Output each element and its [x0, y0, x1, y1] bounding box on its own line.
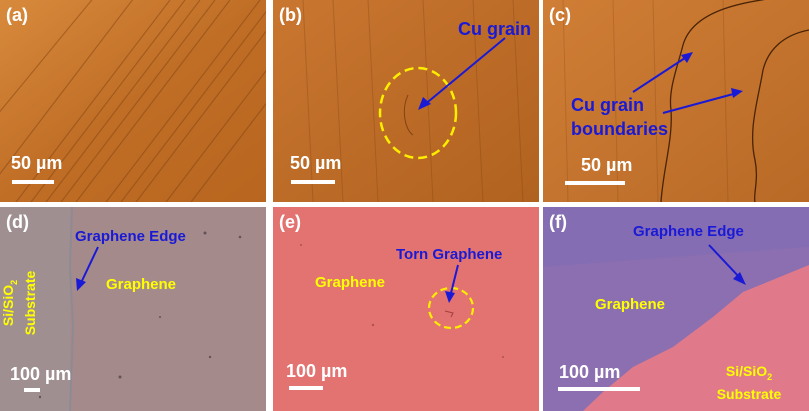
- graphene-edge-label: Graphene Edge: [633, 223, 744, 240]
- panel-label: (f): [549, 212, 567, 232]
- panel-c: (c) Cu grain boundaries 50 µm: [543, 0, 809, 202]
- scale-bar-text: 100 µm: [559, 362, 621, 382]
- scale-bar: [565, 181, 625, 185]
- substrate-text: Substrate: [716, 385, 782, 402]
- substrate-subscript: 2: [767, 371, 773, 382]
- panel-label: (d): [6, 212, 29, 232]
- substrate-text: Substrate: [21, 270, 38, 336]
- graphene-sio2-image: [0, 207, 266, 411]
- scale-bar: [558, 387, 640, 391]
- copper-foil-image: [0, 0, 266, 202]
- scale-bar-text: 100 µm: [10, 364, 72, 384]
- panel-label: (e): [279, 212, 301, 232]
- scale-bar: [289, 386, 323, 390]
- graphene-sio2-image: [543, 207, 809, 411]
- grain-boundaries-label-line2: boundaries: [571, 119, 669, 139]
- torn-graphene-label: Torn Graphene: [396, 246, 503, 263]
- copper-foil-image: [273, 0, 539, 202]
- scale-bar: [24, 388, 40, 392]
- substrate-label: Si/SiO2 Substrate: [709, 363, 789, 403]
- substrate-subscript: 2: [8, 279, 19, 285]
- copper-foil-image: [543, 0, 809, 202]
- panel-label: (b): [279, 5, 302, 25]
- scale-bar-text: 50 µm: [11, 153, 63, 173]
- panel-b: (b) Cu grain 50 µm: [273, 0, 539, 202]
- scale-bar: [291, 180, 335, 184]
- panel-label: (a): [6, 5, 28, 25]
- panel-label: (c): [549, 5, 571, 25]
- panel-a: (a) 50 µm: [0, 0, 266, 202]
- substrate-formula: Si/SiO: [0, 284, 16, 327]
- scale-bar-text: 50 µm: [581, 155, 633, 175]
- scale-bar: [12, 180, 54, 184]
- graphene-label: Graphene: [595, 296, 666, 313]
- scale-bar-text: 50 µm: [290, 153, 342, 173]
- graphene-sio2-image: [273, 207, 539, 411]
- graphene-label: Graphene: [106, 276, 177, 293]
- substrate-label: Si/SiO2 Substrate: [0, 263, 38, 343]
- substrate-formula: Si/SiO: [725, 363, 768, 379]
- panel-d: (d) Graphene Edge Graphene Si/SiO2 Subst…: [0, 207, 266, 411]
- panel-e: (e) Torn Graphene Graphene 100 µm: [273, 207, 539, 411]
- grain-boundaries-label-line1: Cu grain: [571, 95, 645, 115]
- graphene-label: Graphene: [315, 274, 386, 291]
- panel-f: (f) Graphene Edge Graphene Si/SiO2 Subst…: [543, 207, 809, 411]
- cu-grain-label: Cu grain: [458, 19, 532, 39]
- scale-bar-text: 100 µm: [286, 361, 348, 381]
- graphene-edge-label: Graphene Edge: [75, 228, 186, 245]
